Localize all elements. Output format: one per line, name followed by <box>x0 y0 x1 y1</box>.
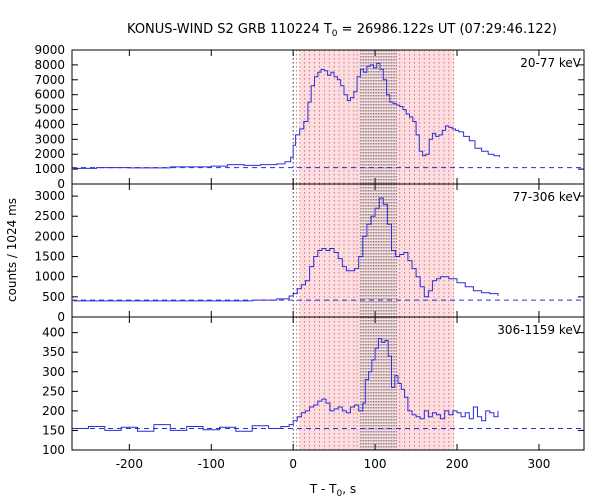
y-tick-label: 8000 <box>34 58 65 72</box>
x-axis-label: T - T0, s <box>309 482 356 499</box>
light-curve-panels: 010002000300040005000600070008000900020-… <box>34 43 585 471</box>
energy-band-label: 306-1159 keV <box>497 323 581 337</box>
y-tick-label: 350 <box>42 345 65 359</box>
figure-title: KONUS-WIND S2 GRB 110224 T0 = 26986.122s… <box>127 22 557 39</box>
y-tick-label: 0 <box>57 310 65 324</box>
y-tick-label: 2000 <box>34 147 65 161</box>
y-tick-label: 2500 <box>34 209 65 223</box>
y-tick-label: 1000 <box>34 162 65 176</box>
x-tick-label: 200 <box>446 457 469 471</box>
y-tick-label: 3000 <box>34 189 65 203</box>
light-curve-series <box>73 62 501 169</box>
y-tick-label: 100 <box>42 443 65 457</box>
energy-band-label: 77-306 keV <box>513 190 582 204</box>
y-tick-label: 150 <box>42 423 65 437</box>
light-curve-series <box>73 338 499 432</box>
y-tick-label: 2000 <box>34 229 65 243</box>
y-tick-label: 1500 <box>34 250 65 264</box>
y-tick-label: 400 <box>42 326 65 340</box>
y-tick-label: 3000 <box>34 132 65 146</box>
x-tick-label: -100 <box>198 457 225 471</box>
y-tick-label: 0 <box>57 177 65 191</box>
y-tick-label: 9000 <box>34 43 65 57</box>
panel-frame <box>71 316 585 451</box>
y-axis-label: counts / 1024 ms <box>5 198 19 302</box>
light-curve-series <box>73 197 499 302</box>
x-tick-label: 0 <box>289 457 297 471</box>
y-tick-label: 7000 <box>34 73 65 87</box>
y-tick-label: 200 <box>42 404 65 418</box>
y-tick-label: 250 <box>42 384 65 398</box>
y-tick-label: 500 <box>42 290 65 304</box>
energy-band-label: 20-77 keV <box>520 56 582 70</box>
x-tick-label: -200 <box>116 457 143 471</box>
y-tick-label: 300 <box>42 365 65 379</box>
panel-3: 100 150 200 250 300 350 400 -200 -100 0 100 200 300 3… <box>42 316 585 471</box>
x-tick-label: 100 <box>364 457 387 471</box>
panel-2: 0 500 1000 1500 2000 2500 3000 77-306 keV <box>34 183 585 324</box>
x-tick-label: 300 <box>527 457 550 471</box>
y-tick-label: 6000 <box>34 88 65 102</box>
y-tick-label: 5000 <box>34 103 65 117</box>
y-tick-label: 4000 <box>34 117 65 131</box>
y-tick-label: 1000 <box>34 270 65 284</box>
